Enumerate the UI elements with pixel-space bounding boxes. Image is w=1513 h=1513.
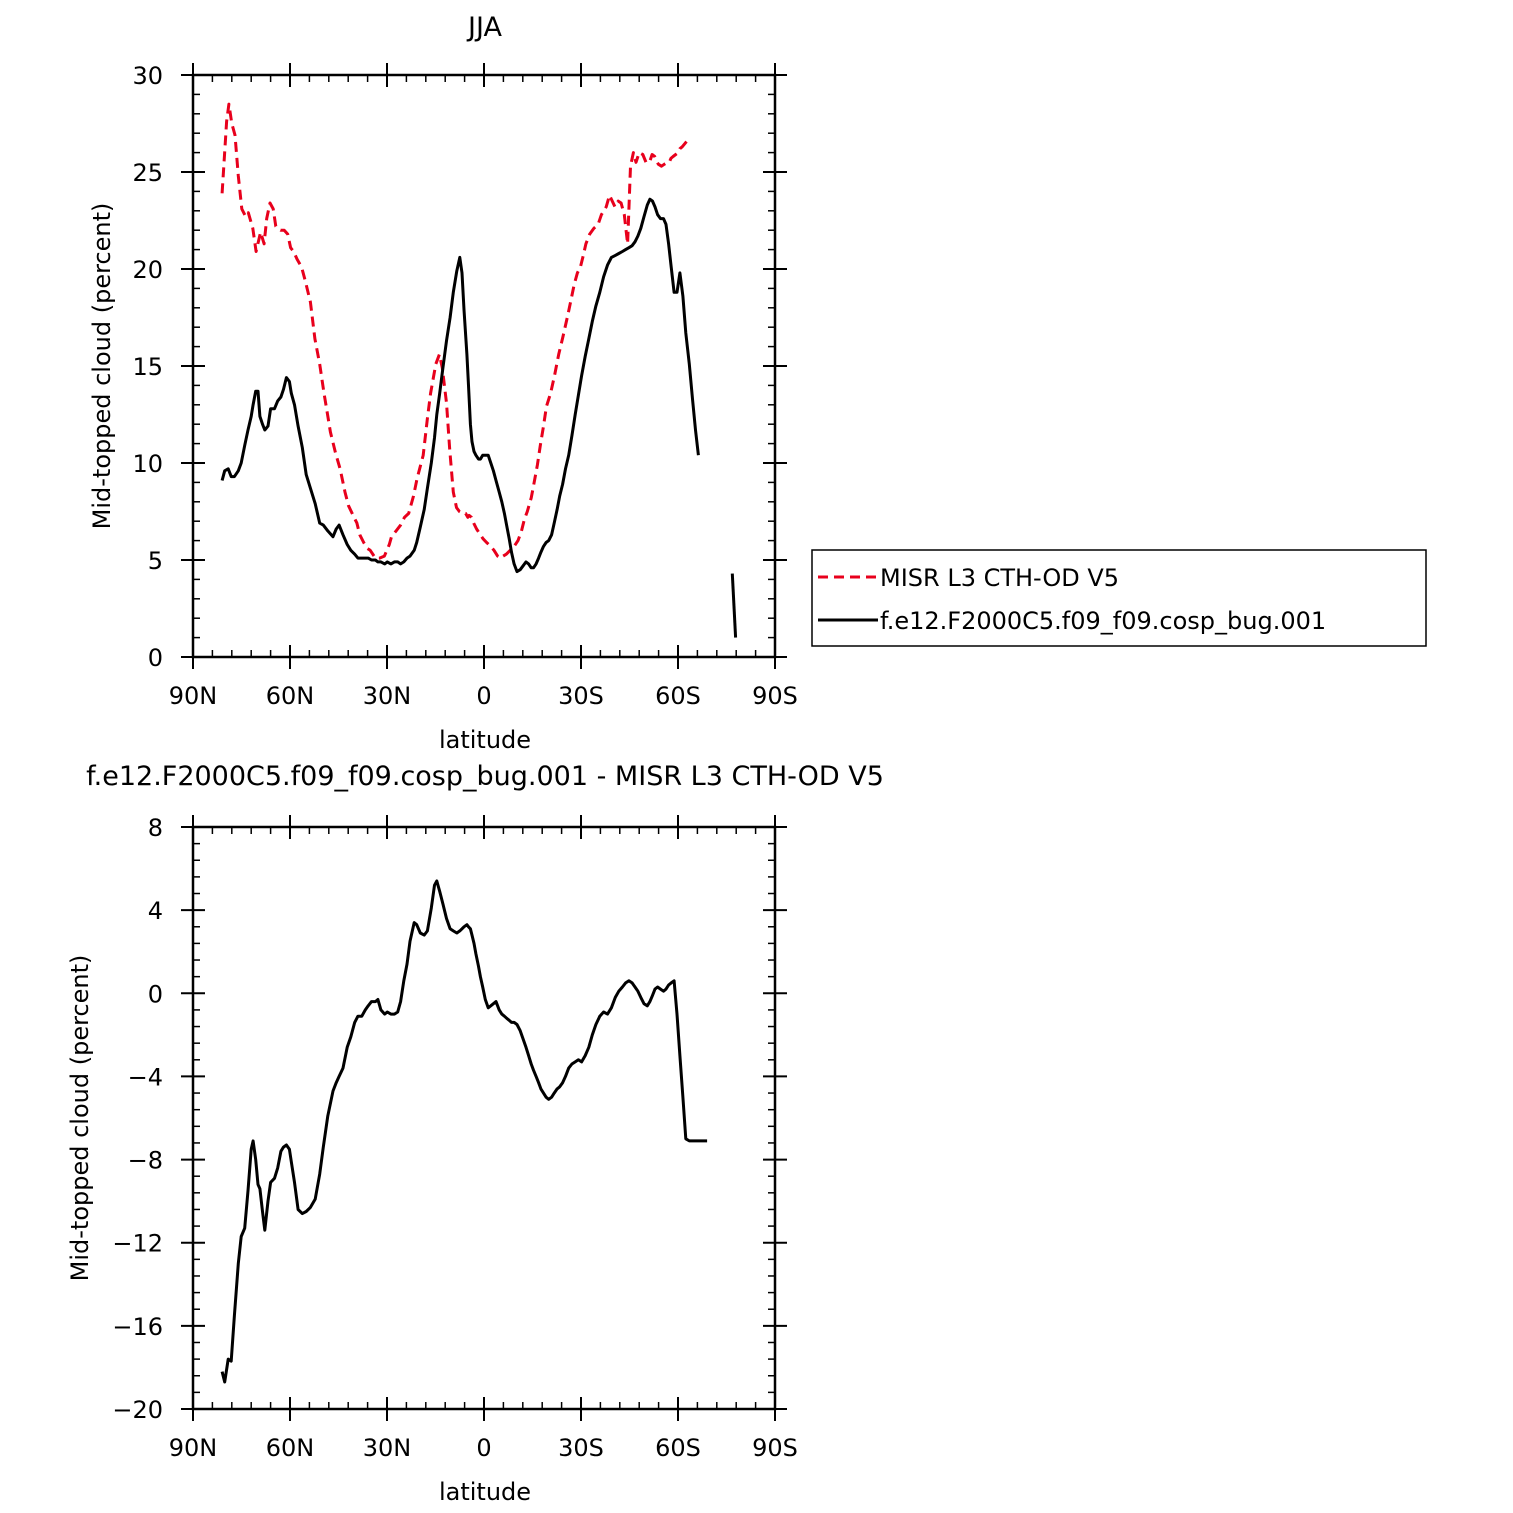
bottom-x-axis-label: latitude <box>439 1478 531 1506</box>
bottom-x-tick-label: 30N <box>363 1434 412 1462</box>
bottom-y-tick-label: −12 <box>112 1230 163 1258</box>
top-y-tick-labels: 0 5 10 15 20 25 30 <box>132 62 163 672</box>
top-x-tick-label: 60S <box>655 682 701 710</box>
bottom-series-line-0 <box>220 879 708 1384</box>
bottom-y-tick-label: −4 <box>128 1063 163 1091</box>
bottom-data-lines <box>220 879 708 1384</box>
bottom-x-tick-label: 30S <box>558 1434 604 1462</box>
top-x-tick-label: 60N <box>266 682 315 710</box>
bottom-panel: f.e12.F2000C5.f09_f09.cosp_bug.001 - MIS… <box>66 761 884 1506</box>
bottom-x-tick-label: 90N <box>169 1434 218 1462</box>
bottom-x-tick-label: 60S <box>655 1434 701 1462</box>
top-x-axis-label: latitude <box>439 726 531 754</box>
bottom-panel-title: f.e12.F2000C5.f09_f09.cosp_bug.001 - MIS… <box>86 761 884 792</box>
bottom-y-tick-label: 8 <box>148 814 163 842</box>
top-y-tick-label: 20 <box>132 256 163 284</box>
legend-label-model: f.e12.F2000C5.f09_f09.cosp_bug.001 <box>880 607 1326 635</box>
legend: MISR L3 CTH-OD V5 f.e12.F2000C5.f09_f09.… <box>811 549 1427 647</box>
bottom-y-tick-labels: −20 −16 −12 −8 −4 0 4 8 <box>112 814 163 1424</box>
bottom-y-tick-label: −8 <box>128 1147 163 1175</box>
top-series-line-1 <box>220 197 700 574</box>
top-y-tick-label: 5 <box>148 547 163 575</box>
top-plot-frame <box>191 73 777 659</box>
bottom-axis-ticks <box>181 815 787 1421</box>
top-x-tick-label: 30S <box>558 682 604 710</box>
top-y-axis-label: Mid-topped cloud (percent) <box>88 203 116 530</box>
bottom-x-tick-label: 90S <box>752 1434 798 1462</box>
legend-box <box>811 549 1427 647</box>
bottom-x-tick-label: 0 <box>476 1434 491 1462</box>
top-x-tick-label: 30N <box>363 682 412 710</box>
bottom-y-tick-label: 4 <box>148 897 163 925</box>
top-x-tick-label: 90S <box>752 682 798 710</box>
top-series-line-0 <box>220 102 691 560</box>
top-axis-ticks <box>181 63 787 669</box>
top-panel: JJA 0 5 10 15 20 25 30 90N 60N 30N 0 30S 60S 90S lat… <box>88 12 798 754</box>
legend-label-misr: MISR L3 CTH-OD V5 <box>880 564 1119 592</box>
top-y-tick-label: 25 <box>132 159 163 187</box>
bottom-x-tick-labels: 90N 60N 30N 0 30S 60S 90S <box>169 1434 798 1462</box>
top-y-tick-label: 30 <box>132 62 163 90</box>
top-y-tick-label: 0 <box>148 644 163 672</box>
top-data-lines <box>220 102 738 638</box>
bottom-y-tick-label: 0 <box>148 980 163 1008</box>
bottom-y-tick-label: −16 <box>112 1313 163 1341</box>
top-series-line-1 <box>730 573 738 638</box>
top-y-tick-label: 15 <box>132 353 163 381</box>
bottom-x-tick-label: 60N <box>266 1434 315 1462</box>
bottom-y-axis-label: Mid-topped cloud (percent) <box>66 955 94 1282</box>
top-x-tick-label: 0 <box>476 682 491 710</box>
top-panel-title: JJA <box>466 12 502 43</box>
top-x-tick-labels: 90N 60N 30N 0 30S 60S 90S <box>169 682 798 710</box>
top-x-tick-label: 90N <box>169 682 218 710</box>
bottom-y-tick-label: −20 <box>112 1396 163 1424</box>
bottom-plot-frame <box>191 825 777 1411</box>
top-y-tick-label: 10 <box>132 450 163 478</box>
